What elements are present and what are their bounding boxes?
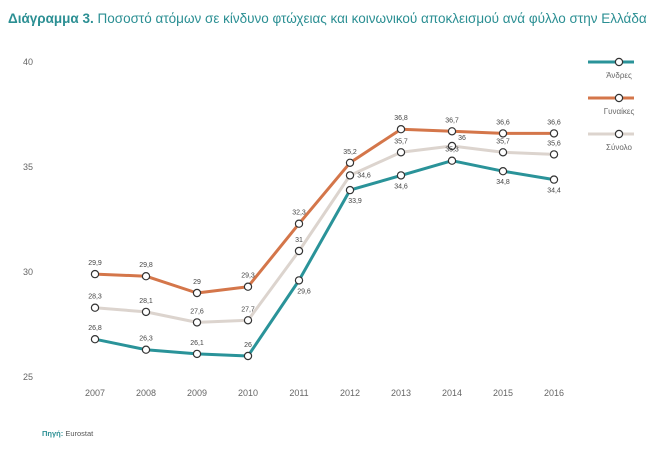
data-label: 34,8 xyxy=(496,179,510,186)
data-point xyxy=(396,124,406,134)
data-point xyxy=(447,141,457,151)
x-tick-label: 2013 xyxy=(391,388,411,398)
data-label: 36,6 xyxy=(496,119,510,126)
data-point xyxy=(549,129,559,138)
data-label: 36,8 xyxy=(394,115,408,122)
x-tick-label: 2014 xyxy=(442,388,462,398)
data-point xyxy=(141,272,151,281)
x-tick-label: 2016 xyxy=(544,388,564,398)
chart-points xyxy=(90,124,559,361)
data-point xyxy=(498,148,508,157)
data-label: 35,3 xyxy=(445,147,459,154)
data-point xyxy=(141,307,151,317)
data-label: 36,6 xyxy=(547,119,561,126)
data-label: 35,2 xyxy=(343,149,357,156)
data-point xyxy=(90,303,100,312)
data-point xyxy=(447,156,457,165)
data-label: 29,9 xyxy=(88,260,102,267)
data-point xyxy=(90,335,100,344)
data-point xyxy=(294,219,304,228)
data-label: 27,7 xyxy=(241,306,255,313)
x-tick-label: 2012 xyxy=(340,388,360,398)
data-point xyxy=(192,318,202,327)
data-label: 29,6 xyxy=(297,288,311,295)
chart-title: Διάγραμμα 3. Ποσοστό ατόμων σε κίνδυνο φ… xyxy=(8,11,647,26)
data-point xyxy=(345,185,355,195)
series-line-1 xyxy=(93,159,556,358)
data-point xyxy=(243,316,253,325)
data-label: 28,1 xyxy=(139,298,153,305)
data-label: 31 xyxy=(295,237,303,244)
data-label: 26,3 xyxy=(139,336,153,343)
x-tick-label: 2009 xyxy=(187,388,207,398)
legend-label: Σύνολο xyxy=(606,143,632,152)
data-label: 26,8 xyxy=(88,325,102,332)
data-label: 35,7 xyxy=(496,138,510,145)
legend-marker xyxy=(614,57,624,67)
data-point xyxy=(345,158,355,167)
data-point xyxy=(549,150,559,159)
data-point xyxy=(90,269,100,279)
data-label: 36,7 xyxy=(445,117,459,124)
data-label: 32,3 xyxy=(292,210,306,217)
data-label: 34,6 xyxy=(394,183,408,190)
data-point xyxy=(192,288,202,298)
chart-data-labels: 26,8 26,3 26,1 26 29,6 33,9 34,6 35,3 34,8 34,4 29… xyxy=(88,115,561,349)
x-tick-label: 2011 xyxy=(289,388,308,398)
data-point xyxy=(243,351,253,361)
data-label: 29 xyxy=(193,279,201,286)
y-tick-label: 35 xyxy=(23,162,33,172)
data-point xyxy=(345,171,355,180)
legend-label: Γυναίκες xyxy=(604,107,635,116)
x-tick-label: 2015 xyxy=(493,388,513,398)
data-label: 28,3 xyxy=(88,294,102,301)
chart-title-prefix: Διάγραμμα 3. xyxy=(8,11,94,26)
chart-axes: 25 30 35 40 2007 2008 2009 2010 2011 2012 2013 2014… xyxy=(23,57,564,398)
source-note: Πηγή: Eurostat xyxy=(42,429,93,438)
data-label: 26,1 xyxy=(190,340,204,347)
data-label: 29,8 xyxy=(139,262,153,269)
chart-title-text: Ποσοστό ατόμων σε κίνδυνο φτώχειας και κ… xyxy=(93,11,647,26)
data-point xyxy=(549,175,559,184)
data-point xyxy=(192,349,202,359)
series-line-3 xyxy=(93,144,556,324)
data-point xyxy=(498,129,508,138)
data-label: 26 xyxy=(244,342,252,349)
data-point xyxy=(447,127,457,136)
x-tick-label: 2007 xyxy=(85,388,105,398)
data-point xyxy=(294,276,304,285)
data-label: 27,6 xyxy=(190,308,204,315)
legend-marker xyxy=(614,129,624,139)
series-line-2 xyxy=(93,127,556,295)
source-value: Eurostat xyxy=(63,429,94,438)
y-tick-label: 25 xyxy=(23,372,33,382)
legend-marker xyxy=(614,93,624,103)
data-label: 36 xyxy=(458,135,466,142)
data-label: 35,7 xyxy=(394,138,408,145)
data-label: 34,6 xyxy=(357,172,371,179)
data-label: 34,4 xyxy=(547,188,561,195)
data-point xyxy=(294,246,304,256)
x-tick-label: 2010 xyxy=(238,388,258,398)
chart-legend: Άνδρες Γυναίκες Σύνολο xyxy=(588,57,635,152)
data-point xyxy=(396,171,406,180)
data-label: 29,3 xyxy=(241,273,255,280)
chart-lines xyxy=(93,127,556,358)
data-point xyxy=(498,166,508,176)
legend-label: Άνδρες xyxy=(606,71,632,80)
y-tick-label: 40 xyxy=(23,57,33,67)
data-label: 35,6 xyxy=(547,140,561,147)
y-tick-label: 30 xyxy=(23,267,33,277)
data-point xyxy=(396,148,406,157)
data-point xyxy=(141,345,151,354)
source-label: Πηγή: xyxy=(42,429,64,438)
data-label: 33,9 xyxy=(348,198,362,205)
data-point xyxy=(243,282,253,291)
x-tick-label: 2008 xyxy=(136,388,156,398)
